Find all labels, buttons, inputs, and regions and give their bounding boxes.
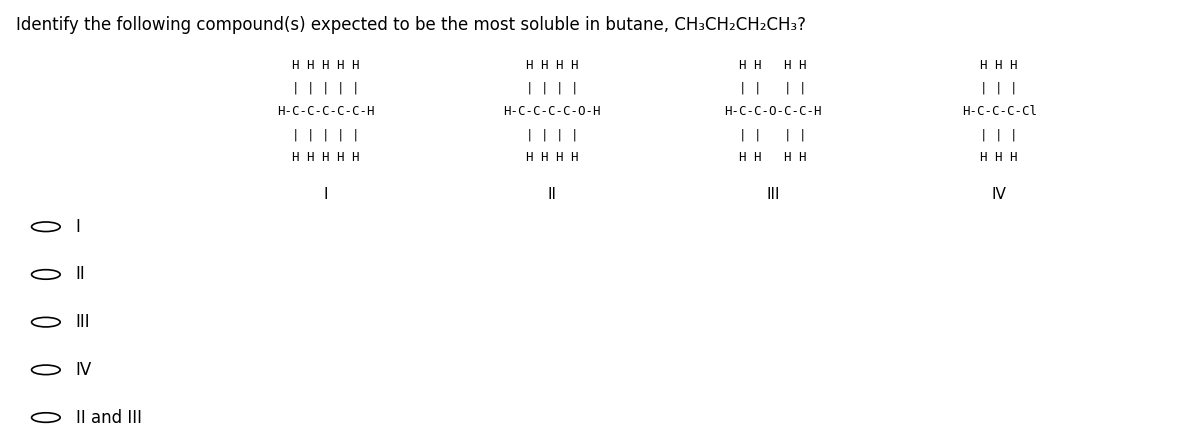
Text: | | | | |: | | | | |: [292, 128, 360, 141]
Text: H H H H H: H H H H H: [292, 59, 360, 72]
Text: H-C-C-C-Cl: H-C-C-C-Cl: [961, 105, 1037, 118]
Text: II: II: [76, 265, 85, 283]
Text: H H   H H: H H H H: [739, 151, 806, 164]
Text: H-C-C-O-C-C-H: H-C-C-O-C-C-H: [724, 105, 822, 118]
Text: H-C-C-C-C-C-H: H-C-C-C-C-C-H: [277, 105, 374, 118]
Text: H H   H H: H H H H: [739, 59, 806, 72]
Text: | |   | |: | | | |: [739, 128, 806, 141]
Text: | |   | |: | | | |: [739, 82, 806, 95]
Text: H H H H: H H H H: [526, 59, 578, 72]
Text: | | | |: | | | |: [526, 82, 578, 95]
Text: H H H: H H H: [980, 59, 1018, 72]
Text: H-C-C-C-C-O-H: H-C-C-C-C-O-H: [504, 105, 601, 118]
Text: I: I: [76, 218, 80, 236]
Text: II: II: [548, 187, 557, 202]
Text: IV: IV: [991, 187, 1007, 202]
Text: III: III: [766, 187, 780, 202]
Text: III: III: [76, 313, 90, 331]
Text: H H H: H H H: [980, 151, 1018, 164]
Text: IV: IV: [76, 361, 92, 379]
Text: | | |: | | |: [980, 82, 1018, 95]
Text: Identify the following compound(s) expected to be the most soluble in butane, CH: Identify the following compound(s) expec…: [16, 16, 806, 34]
Text: H H H H H: H H H H H: [292, 151, 360, 164]
Text: | | | |: | | | |: [526, 128, 578, 141]
Text: H H H H: H H H H: [526, 151, 578, 164]
Text: I: I: [324, 187, 328, 202]
Text: | | | | |: | | | | |: [292, 82, 360, 95]
Text: | | |: | | |: [980, 128, 1018, 141]
Text: II and III: II and III: [76, 409, 142, 427]
